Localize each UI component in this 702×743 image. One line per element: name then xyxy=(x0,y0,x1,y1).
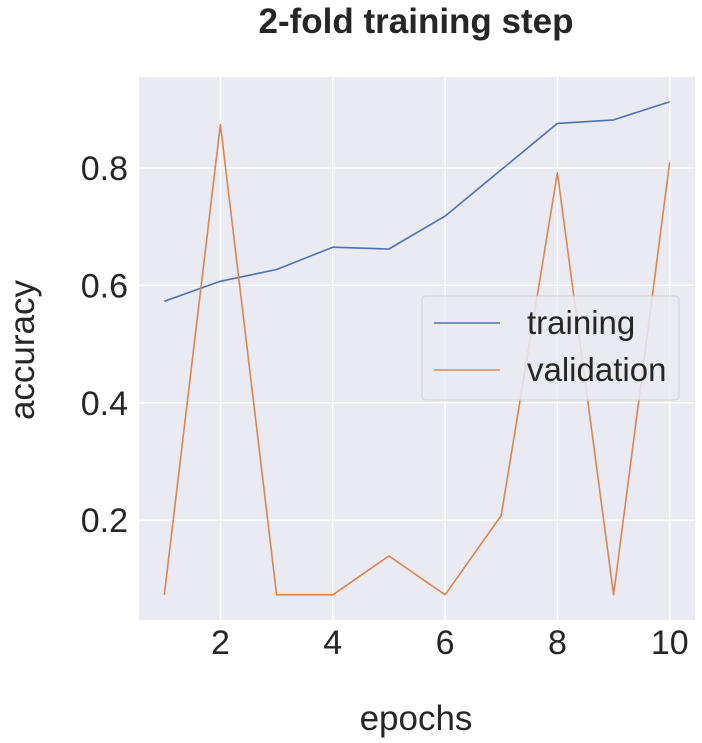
legend: training validation xyxy=(421,295,680,401)
y-tick-label: 0.6 xyxy=(81,267,128,305)
x-tick-label: 4 xyxy=(323,624,342,662)
legend-box xyxy=(421,295,680,401)
legend-label-validation: validation xyxy=(527,351,666,388)
x-tick-label: 10 xyxy=(651,624,689,662)
chart-title: 2-fold training step xyxy=(259,2,574,41)
y-tick-label: 0.8 xyxy=(81,150,128,188)
x-axis-label: epochs xyxy=(360,699,473,738)
x-tick-label: 2 xyxy=(211,624,230,662)
y-tick-label: 0.2 xyxy=(81,502,128,540)
y-axis-label: accuracy xyxy=(3,279,42,420)
legend-label-training: training xyxy=(527,304,635,341)
x-tick-labels: 2 4 6 8 10 xyxy=(211,624,689,662)
y-tick-labels: 0.2 0.4 0.6 0.8 xyxy=(81,150,128,540)
x-tick-label: 8 xyxy=(548,624,567,662)
x-tick-label: 6 xyxy=(436,624,455,662)
y-tick-label: 0.4 xyxy=(81,385,128,423)
series-line-training xyxy=(164,100,670,302)
